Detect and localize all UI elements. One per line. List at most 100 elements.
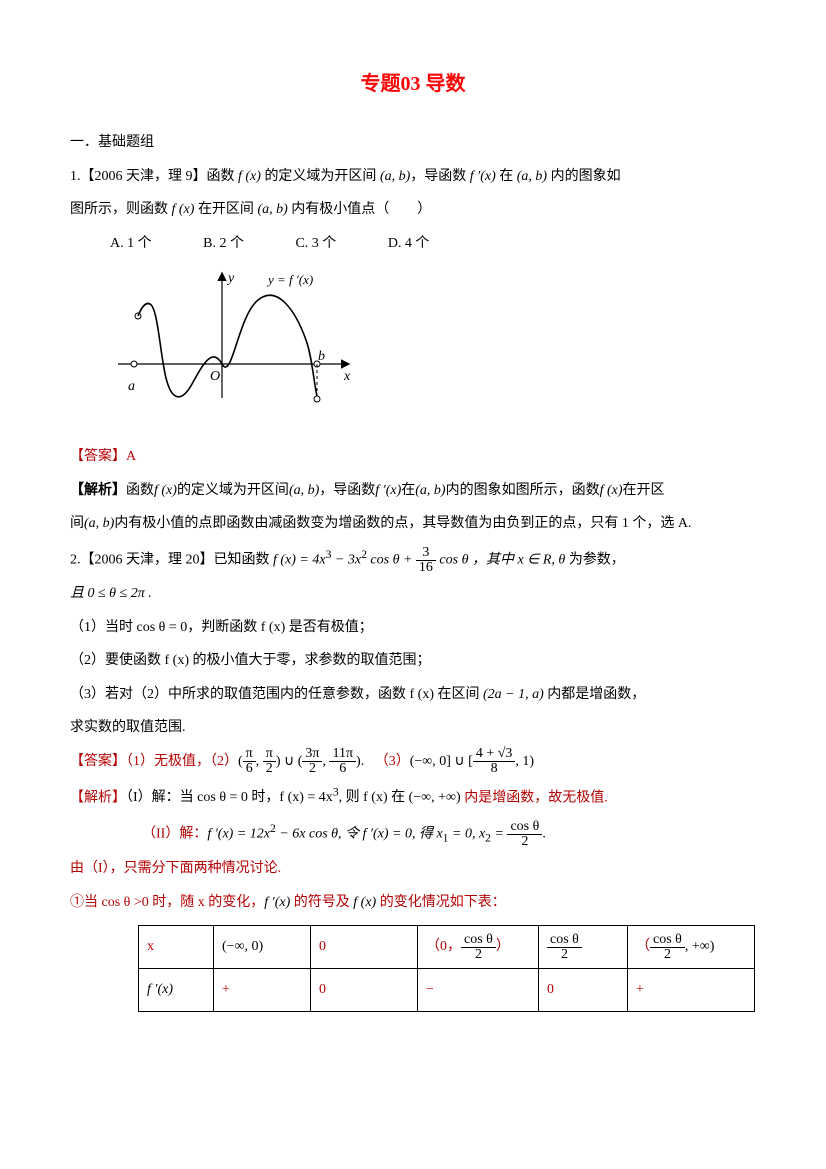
q1-text: 1.【2006 天津，理 9】函数	[70, 169, 238, 184]
f: 3π2	[302, 747, 322, 776]
q1-stem-line1: 1.【2006 天津，理 9】函数 f (x) 的定义域为开区间 (a, b)，…	[70, 160, 756, 194]
q1-analysis-line1: 【解析】函数f (x)的定义域为开区间(a, b)，导函数f ′(x)在(a, …	[70, 474, 756, 508]
s: ,	[322, 754, 329, 769]
derivative-graph-svg: y y = f ′(x) O a b x	[100, 268, 360, 418]
txt: 内有极小值的点即函数由减函数变为增函数的点，其导数值为由负到正的点，只有 1 个…	[114, 516, 691, 531]
txt: 2.【2006 天津，理 20】已知函数	[70, 552, 273, 567]
curve-label: y = f ′(x)	[266, 272, 313, 287]
page-title: 专题03 导数	[70, 60, 756, 108]
d: 2	[650, 948, 685, 962]
math: 且 0 ≤ θ ≤ 2π .	[70, 586, 152, 601]
q2-part1: （1）当时 cos θ = 0，判断函数 f (x) 是否有极值；	[70, 611, 756, 645]
math-ab: (a, b)	[257, 202, 287, 217]
m: f ′(x) = 12x	[207, 826, 270, 841]
d: 2	[302, 762, 322, 776]
m: =	[491, 826, 507, 841]
txt: 内都是增函数，	[544, 687, 646, 702]
m: f (x)	[353, 895, 376, 910]
p: （	[636, 939, 650, 954]
x-label: x	[343, 369, 351, 384]
ans2-math: (π6, π2) ∪ (3π2, 11π6).	[238, 754, 364, 769]
p: ）	[496, 939, 510, 954]
cell: f ′(x)	[147, 982, 173, 997]
math-fx: f (x)	[172, 202, 195, 217]
math: cos θ ，其中	[436, 552, 518, 567]
n: π	[243, 747, 256, 762]
curve-path	[138, 296, 317, 398]
origin-label: O	[210, 369, 220, 384]
math: f (x) = 4x	[273, 552, 326, 567]
m: − 6x cos θ, 令 f ′(x) = 0, 得 x	[276, 826, 443, 841]
sol-II-label: （II）解：	[142, 826, 207, 841]
d: 2	[547, 948, 582, 962]
txt: ，导函数	[319, 483, 375, 498]
math-ab: (a, b)	[380, 169, 410, 184]
cell: x	[139, 926, 214, 969]
n: 11π	[329, 747, 356, 762]
q2-part3-tail: 求实数的取值范围.	[70, 711, 756, 745]
math-fx: f (x)	[154, 483, 177, 498]
cell: 0	[539, 969, 628, 1012]
d: 6	[329, 762, 356, 776]
math-ab: (a, b)	[289, 483, 319, 498]
txt: 在	[401, 483, 415, 498]
math: (2a − 1, a)	[483, 687, 544, 702]
d: 8	[473, 762, 516, 776]
f: cos θ2	[507, 820, 542, 849]
p: ) ∪ (	[276, 754, 303, 769]
p: , +∞)	[685, 939, 715, 954]
n: cos θ	[547, 933, 582, 948]
option-a: A. 1 个	[110, 227, 152, 261]
math-ab: (a, b)	[517, 169, 547, 184]
n: π	[263, 747, 276, 762]
math: x ∈ R, θ	[517, 552, 565, 567]
option-c: C. 3 个	[295, 227, 336, 261]
f: cos θ2	[547, 933, 582, 962]
n: 4 + √3	[473, 747, 516, 762]
q2-solution-II: （II）解：f ′(x) = 12x2 − 6x cos θ, 令 f ′(x)…	[70, 815, 756, 852]
q2-part3: （3）若对（2）中所求的取值范围内的任意参数，函数 f (x) 在区间 (2a …	[70, 678, 756, 712]
table-row: f ′(x) + 0 − 0 +	[139, 969, 755, 1012]
sol-label: 【解析】	[70, 790, 126, 805]
q2-solution-I: 【解析】（I）解：当 cos θ = 0 时，f (x) = 4x3, 则 f …	[70, 779, 756, 815]
txt: （3）若对（2）中所求的取值范围内的任意参数，函数 f (x) 在区间	[70, 687, 483, 702]
y-label: y	[226, 271, 235, 286]
txt: 函数	[126, 483, 154, 498]
f: cos θ2	[650, 933, 685, 962]
q1-text: 的定义域为开区间	[261, 169, 380, 184]
q1-options: A. 1 个 B. 2 个 C. 3 个 D. 4 个	[70, 227, 756, 261]
m: = 0, x	[449, 826, 486, 841]
option-b: B. 2 个	[203, 227, 244, 261]
q1-text: ，导函数	[410, 169, 470, 184]
q1-stem-line2: 图所示，则函数 f (x) 在开区间 (a, b) 内有极小值点（ ）	[70, 193, 756, 227]
b-label: b	[318, 349, 325, 364]
q1-text: 在	[496, 169, 517, 184]
p: ).	[356, 754, 364, 769]
txt: 间	[70, 516, 84, 531]
q1-text: 内有极小值点（ ）	[288, 202, 432, 217]
cell: +	[628, 969, 755, 1012]
num: 3	[416, 546, 436, 561]
curve-end	[314, 396, 320, 402]
ans3-math: (−∞, 0] ∪ [4 + √38, 1)	[410, 754, 534, 769]
txt: （I）解：当 cos θ = 0 时，f (x) = 4x	[126, 790, 333, 805]
table-row: x (−∞, 0) 0 （0，cos θ2） cos θ2 （cos θ2, +…	[139, 926, 755, 969]
variation-table: x (−∞, 0) 0 （0，cos θ2） cos θ2 （cos θ2, +…	[138, 925, 755, 1011]
f: 4 + √38	[473, 747, 516, 776]
q2-solution-IV: ①当 cos θ >0 时，随 x 的变化，f ′(x) 的符号及 f (x) …	[70, 886, 756, 920]
txt: 内的图象如图所示，函数	[446, 483, 600, 498]
d: 2	[263, 762, 276, 776]
p: (−∞, 0] ∪ [	[410, 754, 473, 769]
f: cos θ2	[461, 933, 496, 962]
d: 6	[243, 762, 256, 776]
cell: +	[214, 969, 311, 1012]
option-d: D. 4 个	[388, 227, 430, 261]
cell: 0	[311, 969, 418, 1012]
f: π6	[243, 747, 256, 776]
math-fprime: f ′(x)	[470, 169, 496, 184]
txt: 在开区	[623, 483, 665, 498]
math-ab: (a, b)	[415, 483, 445, 498]
sol-I-black: （I）解：当 cos θ = 0 时，f (x) = 4x3, 则 f (x) …	[126, 790, 464, 805]
txt: 的定义域为开区间	[177, 483, 289, 498]
cell: （cos θ2, +∞)	[628, 926, 755, 969]
